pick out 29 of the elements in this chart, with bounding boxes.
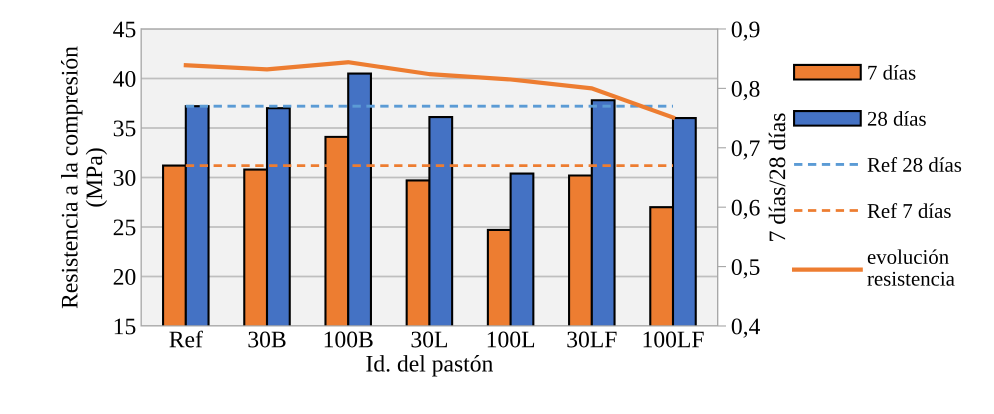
- x-tick-label: 100L: [488, 332, 534, 348]
- y-tick-label: 35: [114, 120, 136, 136]
- y-tick-label: 15: [114, 318, 136, 334]
- y-tick-label: 25: [114, 220, 136, 236]
- y2-tick-label: 0,8: [732, 80, 760, 100]
- x-tick-label: Ref: [169, 330, 203, 348]
- y-axis-title: Resistencia a la compresión (MPa): [60, 46, 108, 308]
- x-tick-label: 30B: [248, 332, 286, 348]
- y2-tick-label: 0,7: [732, 140, 760, 160]
- x-tick-label: 30LF: [567, 332, 617, 348]
- y2-tick-label: 0,5: [732, 259, 760, 278]
- x-tick-label: 100B: [324, 332, 373, 348]
- y-tick-label: 30: [114, 170, 136, 186]
- y-tick-label: 45: [113, 22, 136, 38]
- legend-label: 28 días: [868, 111, 926, 126]
- y-tick-label: 40: [113, 70, 136, 87]
- x-axis-title: Id. del pastón: [366, 355, 493, 376]
- legend-label: evolución resistencia: [867, 249, 955, 286]
- y2-axis-title: 7 días/28 días: [768, 113, 786, 241]
- y2-tick-label: 0,9: [732, 21, 760, 41]
- legend-label: Ref 28 días: [868, 157, 962, 172]
- y2-tick-label: 0,4: [732, 318, 760, 338]
- legend-label: 7 días: [868, 65, 916, 80]
- y2-tick-label: 0,6: [732, 200, 760, 220]
- legend-label: Ref 7 días: [868, 203, 951, 218]
- line-series: [184, 60, 676, 120]
- y-tick-label: 20: [114, 268, 136, 285]
- x-tick-label: 100LF: [644, 332, 704, 348]
- x-tick-label: 30L: [412, 332, 448, 348]
